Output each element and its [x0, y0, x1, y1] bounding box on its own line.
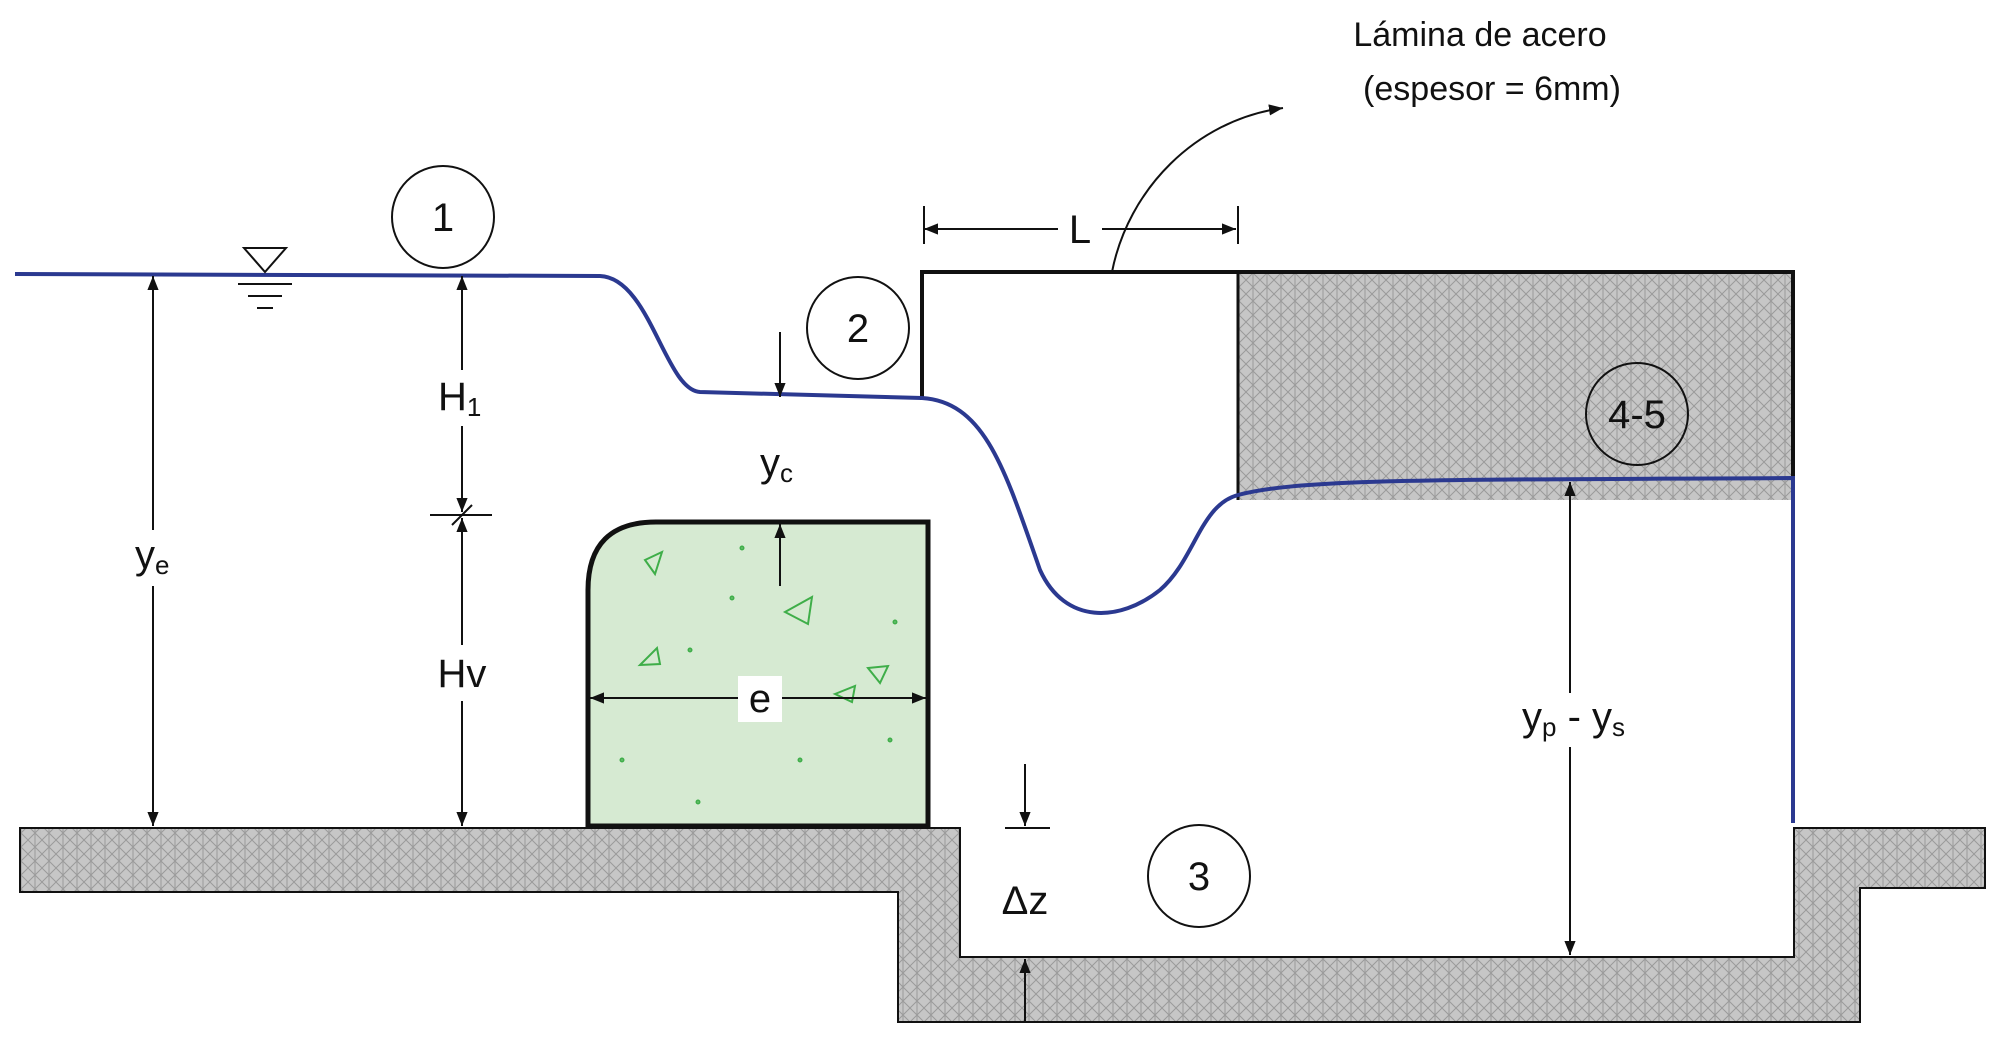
yp-ys-label: yp - ys — [1522, 695, 1625, 742]
section-circle-3 — [1147, 824, 1251, 928]
downstream-concrete-block — [1238, 272, 1793, 500]
ground-floor — [19, 827, 1986, 1023]
e-label: e — [749, 677, 771, 721]
h1-label: H1 — [438, 375, 481, 422]
annotation-line-1: Lámina de acero — [1353, 16, 1606, 54]
section-circle-2 — [806, 276, 910, 380]
section-circle-4-5 — [1585, 362, 1689, 466]
yc-label: yc — [760, 441, 793, 488]
steel-plate — [920, 270, 1795, 478]
section-label-2: 2 — [847, 307, 869, 351]
water-surface — [14, 272, 1795, 823]
weir-block — [585, 519, 931, 829]
section-label-1: 1 — [432, 196, 454, 240]
water-level-symbol — [238, 247, 292, 309]
section-label-3: 3 — [1188, 855, 1210, 899]
annotation-leader — [1111, 104, 1284, 273]
dz-label: Δz — [1002, 879, 1049, 923]
ye-label: ye — [135, 533, 169, 580]
hv-label: Hv — [438, 652, 487, 696]
l-label: L — [1069, 208, 1091, 252]
annotation-line-2: (espesor = 6mm) — [1363, 70, 1621, 108]
weir-aggregate-marks — [619, 545, 898, 805]
h1-hv-slash — [451, 504, 473, 526]
section-label-4-5: 4-5 — [1608, 393, 1666, 437]
section-circle-1 — [391, 165, 495, 269]
